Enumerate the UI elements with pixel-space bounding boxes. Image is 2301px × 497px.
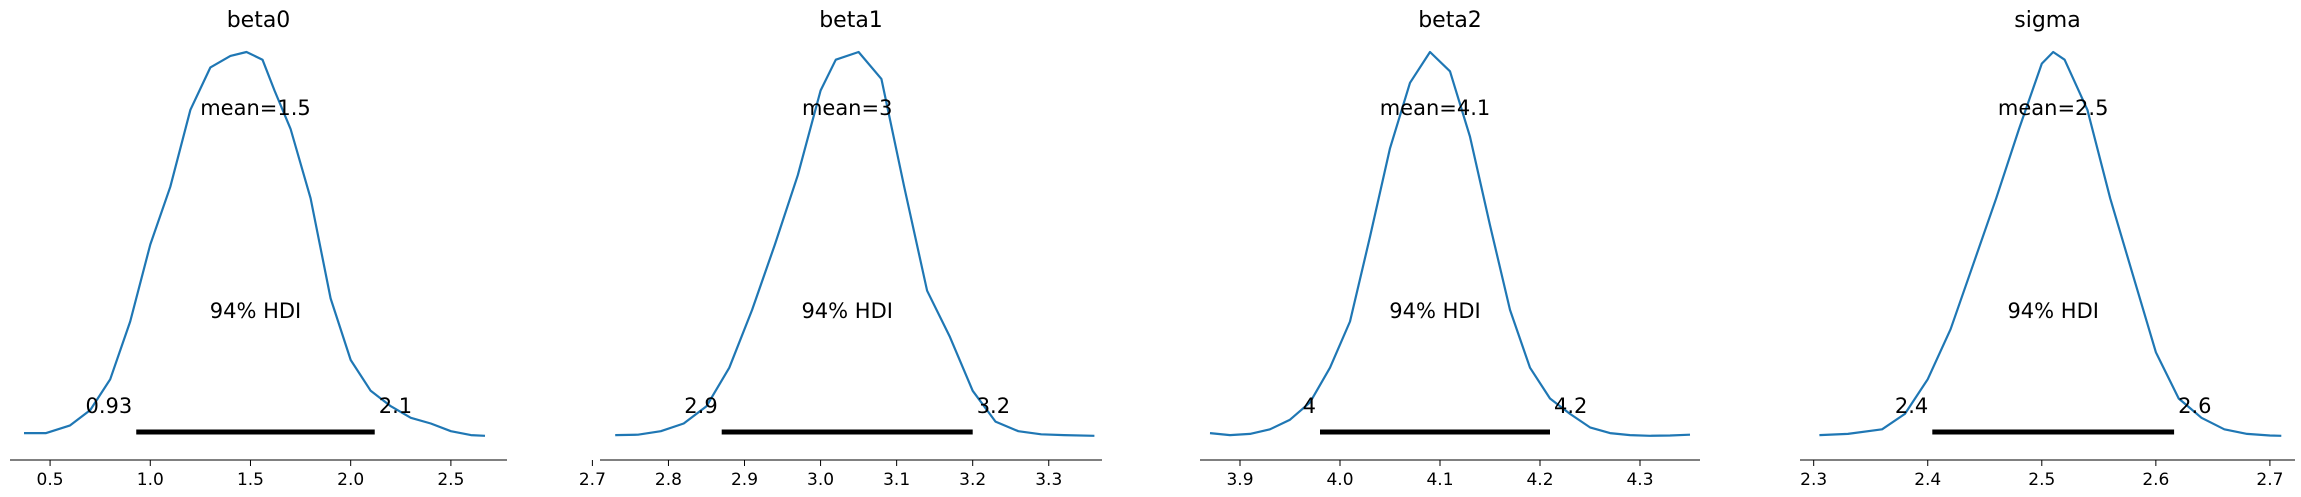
hdi-high-label: 2.6 — [2178, 394, 2211, 418]
x-tick-label: 4.2 — [1526, 470, 1553, 490]
mean-label: mean=1.5 — [200, 96, 311, 120]
x-tick-label: 4.3 — [1626, 470, 1653, 490]
x-tick-label: 2.3 — [1800, 470, 1827, 490]
mean-label: mean=2.5 — [1998, 96, 2109, 120]
density-curve — [1819, 50, 2282, 437]
x-tick-label: 2.9 — [731, 470, 758, 490]
x-tick-label: 3.1 — [883, 470, 910, 490]
x-tick-label: 1.0 — [137, 470, 164, 490]
hdi-low-label: 0.93 — [85, 394, 132, 418]
hdi-label: 94% HDI — [1389, 299, 1481, 323]
x-tick-label: 3.0 — [807, 470, 834, 490]
hdi-low-label: 2.4 — [1895, 394, 1928, 418]
density-curve — [1209, 50, 1691, 437]
x-tick-label: 2.5 — [2028, 470, 2055, 490]
hdi-low-label: 2.9 — [684, 394, 717, 418]
subplot-beta2: beta2 mean=4.1 94% HDI 4 4.2 3.9 4.0 4.1 4.2 4.3 — [1200, 8, 1700, 490]
subplot-title: beta1 — [819, 8, 883, 33]
mean-label: mean=3 — [802, 96, 893, 120]
x-tick-label: 4.0 — [1326, 470, 1353, 490]
hdi-high-label: 2.1 — [379, 394, 412, 418]
x-tick-label: 4.1 — [1426, 470, 1453, 490]
subplot-title: sigma — [2014, 8, 2080, 33]
x-tick-label: 2.7 — [2256, 470, 2283, 490]
x-tick-label: 2.4 — [1914, 470, 1941, 490]
hdi-label: 94% HDI — [2007, 299, 2099, 323]
subplot-beta1: beta1 mean=3 94% HDI 2.9 3.2 2.7 2.8 2.9 3.0 3.1 3… — [579, 8, 1102, 490]
x-tick-label: 2.8 — [655, 470, 682, 490]
x-tick-label: 2.6 — [2142, 470, 2169, 490]
subplot-title: beta0 — [227, 8, 291, 33]
mean-label: mean=4.1 — [1380, 96, 1491, 120]
subplot-beta0: beta0 mean=1.5 94% HDI 0.93 2.1 0.5 1.0 1.5 2.0 2… — [10, 8, 507, 490]
density-curve — [615, 50, 1095, 437]
hdi-label: 94% HDI — [801, 299, 893, 323]
hdi-high-label: 4.2 — [1554, 394, 1587, 418]
x-tick-label: 0.5 — [37, 470, 64, 490]
hdi-label: 94% HDI — [210, 299, 302, 323]
x-tick-label: 3.9 — [1226, 470, 1253, 490]
x-tick-label: 1.5 — [237, 470, 264, 490]
density-curve — [24, 50, 486, 437]
x-tick-label: 2.7 — [579, 470, 606, 490]
x-tick-label: 2.0 — [337, 470, 364, 490]
x-tick-label: 3.2 — [959, 470, 986, 490]
subplot-title: beta2 — [1418, 8, 1482, 33]
subplot-sigma: sigma mean=2.5 94% HDI 2.4 2.6 2.3 2.4 2.5 2.6 2.… — [1800, 8, 2295, 490]
x-tick-label: 2.5 — [437, 470, 464, 490]
hdi-high-label: 3.2 — [977, 394, 1010, 418]
hdi-low-label: 4 — [1303, 394, 1316, 418]
x-tick-label: 3.3 — [1035, 470, 1062, 490]
